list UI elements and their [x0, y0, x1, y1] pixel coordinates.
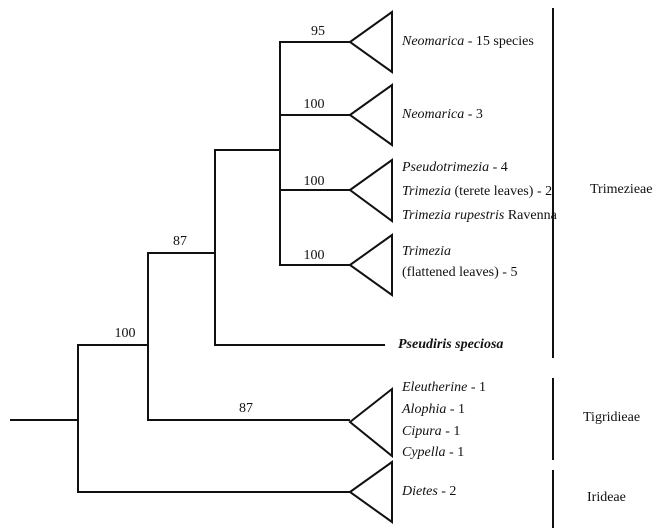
taxon: Eleutherine - 1: [401, 380, 486, 395]
support: 100: [115, 326, 136, 341]
taxon: Trimezia (flattened leaves) - 5: [402, 244, 517, 280]
support: 87: [173, 234, 187, 249]
taxon: Cipura - 1: [402, 424, 460, 439]
taxon: Trimezia (terete leaves) - 2: [402, 184, 552, 199]
tribe: Trimezieae: [590, 182, 652, 197]
taxon: Dietes - 2: [401, 484, 456, 499]
taxon: Trimezia rupestris Ravenna: [402, 208, 558, 223]
clade-triangles: [348, 10, 393, 524]
support: 95: [311, 24, 325, 39]
taxon: Pseudotrimezia - 4: [401, 160, 508, 175]
taxon: Neomarica - 3: [401, 107, 483, 122]
taxon: Pseudiris speciosa: [398, 337, 503, 352]
support-values: 100 87 87 95 100 100 100: [115, 24, 326, 416]
taxa: Neomarica - 15 species Neomarica - 3 Pse…: [398, 34, 558, 499]
support: 87: [239, 401, 253, 416]
branches: [10, 8, 554, 528]
support: 100: [304, 97, 325, 112]
tribe: Irideae: [587, 490, 626, 505]
support: 100: [304, 174, 325, 189]
tribe: Tigridieae: [583, 410, 640, 425]
tribes: Trimezieae Tigridieae Irideae: [583, 182, 652, 505]
taxon: Neomarica - 15 species: [401, 34, 534, 49]
support: 100: [304, 248, 325, 263]
taxon: Alophia - 1: [401, 402, 465, 417]
taxon: Cypella - 1: [402, 445, 464, 460]
